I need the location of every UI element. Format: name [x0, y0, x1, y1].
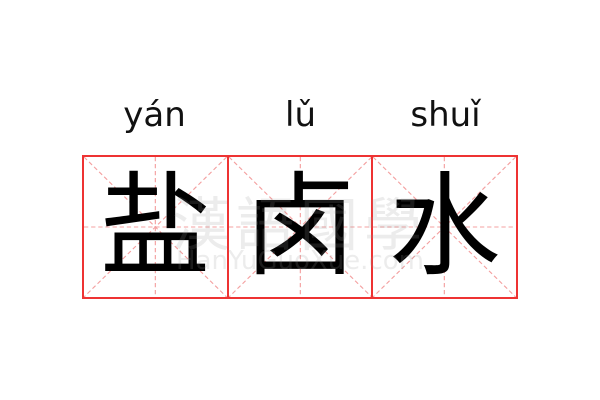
guide-lines: [228, 157, 372, 297]
character-cell-2: 卤: [226, 157, 372, 297]
guide-lines: [373, 157, 517, 297]
hanzi-1: 盐: [99, 162, 212, 292]
pinyin-1: yán: [123, 95, 186, 135]
hanzi-3: 水: [388, 162, 501, 292]
pinyin-2: lǔ: [285, 95, 316, 135]
character-grid: 盐 卤 水: [82, 155, 518, 299]
pinyin-3: shuǐ: [410, 95, 481, 135]
character-cell-3: 水: [371, 157, 517, 297]
hanzi-2: 卤: [244, 162, 356, 292]
character-cell-1: 盐: [84, 157, 227, 297]
guide-lines: [84, 157, 227, 297]
